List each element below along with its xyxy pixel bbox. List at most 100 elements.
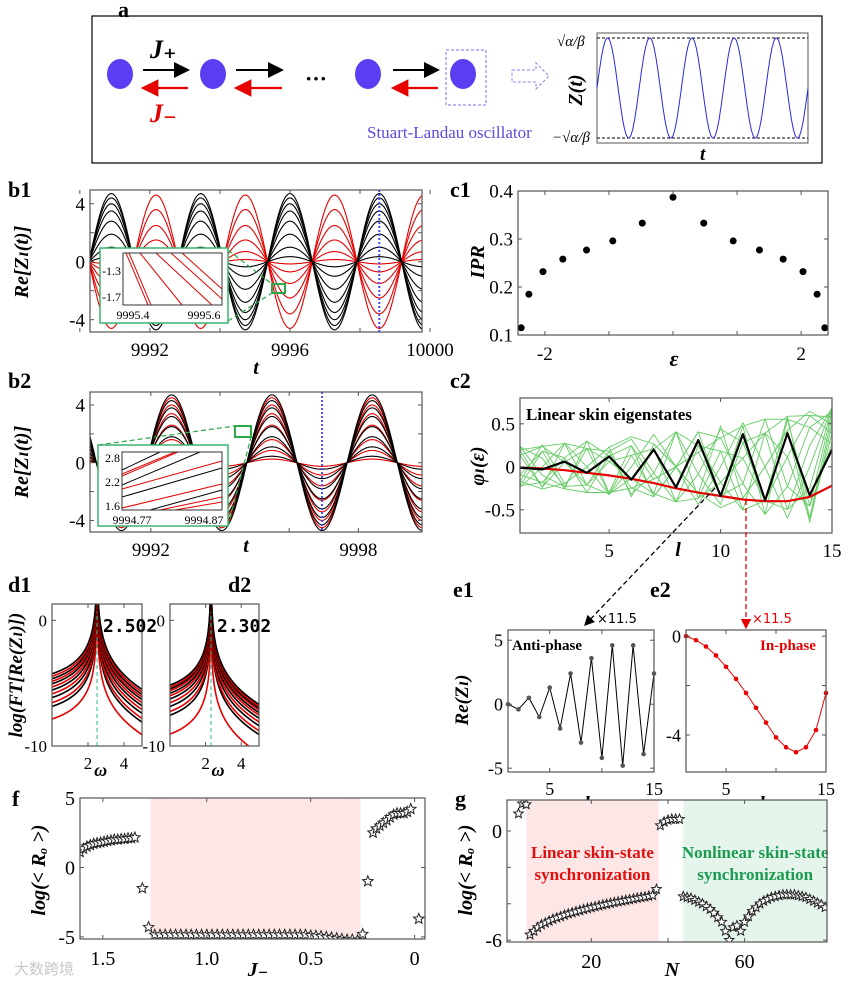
site-marker (526, 695, 532, 701)
panel-label-a: a (118, 0, 129, 22)
red-site-spectrum (170, 604, 250, 746)
y-tick-label: 0.1 (489, 326, 513, 347)
y-axis-label: Re[Zₗ(t)] (11, 425, 33, 499)
x-tick-label: 9992 (131, 340, 169, 361)
black-site-curve (149, 489, 222, 510)
inset-axes-frame (122, 252, 223, 306)
zoom-inset: 9994.77 9994.87 2.8 2.2 1.6 (97, 444, 229, 527)
y-axis-label: log(< Rₒ >) (28, 825, 50, 916)
y-tick-label: 0 (506, 457, 516, 478)
peak-frequency-label: 2.502 (103, 616, 157, 637)
panel-d2: 2 4 -10 0 2.302 ω (142, 603, 271, 780)
region-label: Linear skin-state (531, 843, 654, 862)
red-site-curve (181, 253, 222, 290)
y-tick-label: -4 (69, 310, 85, 331)
panel-a-frame (91, 15, 823, 164)
panel-f: 1.5 1.0 0.5 0 -5 0 5 log(< Rₒ >) J₋ (28, 788, 426, 981)
in-phase-scale-label: ×11.5 (752, 612, 792, 627)
y-tick-label: 0.2 (489, 278, 513, 299)
c2-marks (520, 406, 832, 523)
data-star (646, 889, 659, 901)
site-marker (773, 735, 779, 740)
data-star (711, 911, 724, 923)
data-star (730, 919, 743, 931)
red-site-curve (122, 460, 222, 490)
red-site-curve (170, 253, 222, 300)
site-marker (536, 714, 542, 720)
x-tick-label: 9992 (132, 540, 170, 561)
y-tick-label: -0.5 (485, 500, 515, 521)
data-star (715, 915, 728, 928)
panel-b1: 9992 9996 10000 -4 0 4 Re[Zₗ(t)] t 9995.4 9995.6 -… (11, 189, 454, 379)
y-axis-label: Re(Zₗ) (452, 675, 473, 727)
ipr-point (729, 237, 737, 245)
zoom-link-line (227, 436, 252, 527)
x-tick-label: 4 (237, 754, 246, 773)
ipr-point (700, 219, 708, 227)
site-marker (589, 655, 594, 661)
y-tick-label: 0.5 (491, 414, 515, 435)
ipr-point (539, 268, 547, 276)
site-marker (641, 751, 646, 757)
panel-label-d1: d1 (8, 572, 31, 597)
x-tick-label: 5 (545, 779, 554, 799)
site-marker (783, 745, 789, 750)
site-axis-label: l (675, 539, 681, 561)
inset-y-tick-label: 1.6 (105, 499, 120, 513)
panel-label-b1: b1 (8, 177, 31, 202)
data-star (404, 802, 418, 815)
data-star (135, 881, 149, 894)
omega-axis-label: ω (212, 760, 225, 780)
omega-axis-label: ω (94, 760, 107, 780)
x-tick-label: 20 (581, 951, 601, 973)
site-marker (793, 749, 799, 755)
time-axis-label: t (253, 357, 260, 379)
profile-title: Anti-phase (512, 638, 582, 654)
y-axis-label: Re[Zₗ(t)] (11, 225, 33, 299)
data-star (734, 924, 747, 937)
red-site-spectrum (52, 604, 142, 698)
x-tick-label: 0 (410, 948, 420, 970)
panel-label-e2: e2 (650, 577, 671, 602)
y-tick-label: 0.3 (489, 230, 513, 251)
plot-frame (89, 189, 423, 333)
data-star (520, 800, 533, 810)
region-label: synchronization (535, 865, 651, 884)
region-label: Nonlinear skin-state (682, 843, 829, 862)
zoom-link-line (227, 292, 273, 322)
black-site-curve (122, 452, 161, 471)
y-tick-label: 0 (494, 694, 503, 714)
inset-lines (122, 452, 222, 510)
site-marker (693, 637, 699, 643)
oscillator-node (450, 59, 476, 89)
inset-x-tick-label: 9994.87 (185, 513, 224, 527)
y-tick-label: 0 (39, 611, 48, 630)
zoom-region-box (271, 283, 286, 294)
site-marker (578, 740, 584, 745)
ipr-point (517, 324, 525, 332)
red-site-spectrum (52, 604, 142, 693)
region-label: synchronization (697, 865, 813, 884)
site-marker (703, 644, 709, 649)
panel-label-e1: e1 (453, 577, 474, 602)
plot-frame (519, 397, 833, 534)
site-marker (803, 745, 809, 750)
time-axis-label: t (243, 535, 250, 557)
y-tick-label: -5 (488, 758, 503, 778)
x-tick-label: -2 (537, 344, 553, 365)
site-marker (713, 653, 719, 658)
x-tick-label: 15 (817, 779, 835, 799)
x-tick-label: 0.5 (298, 948, 323, 970)
black-site-spectrum (52, 604, 142, 707)
d2-marks (170, 604, 259, 746)
data-star (356, 927, 370, 939)
red-site-curve (90, 239, 422, 285)
watermark: 大数跨境 (14, 960, 74, 978)
data-star (650, 882, 663, 895)
g-marks (512, 800, 827, 942)
c2-title: Linear skin eigenstates (526, 405, 692, 424)
y-axis-label: IPR (467, 245, 489, 279)
y-tick-label: -6 (485, 930, 502, 952)
